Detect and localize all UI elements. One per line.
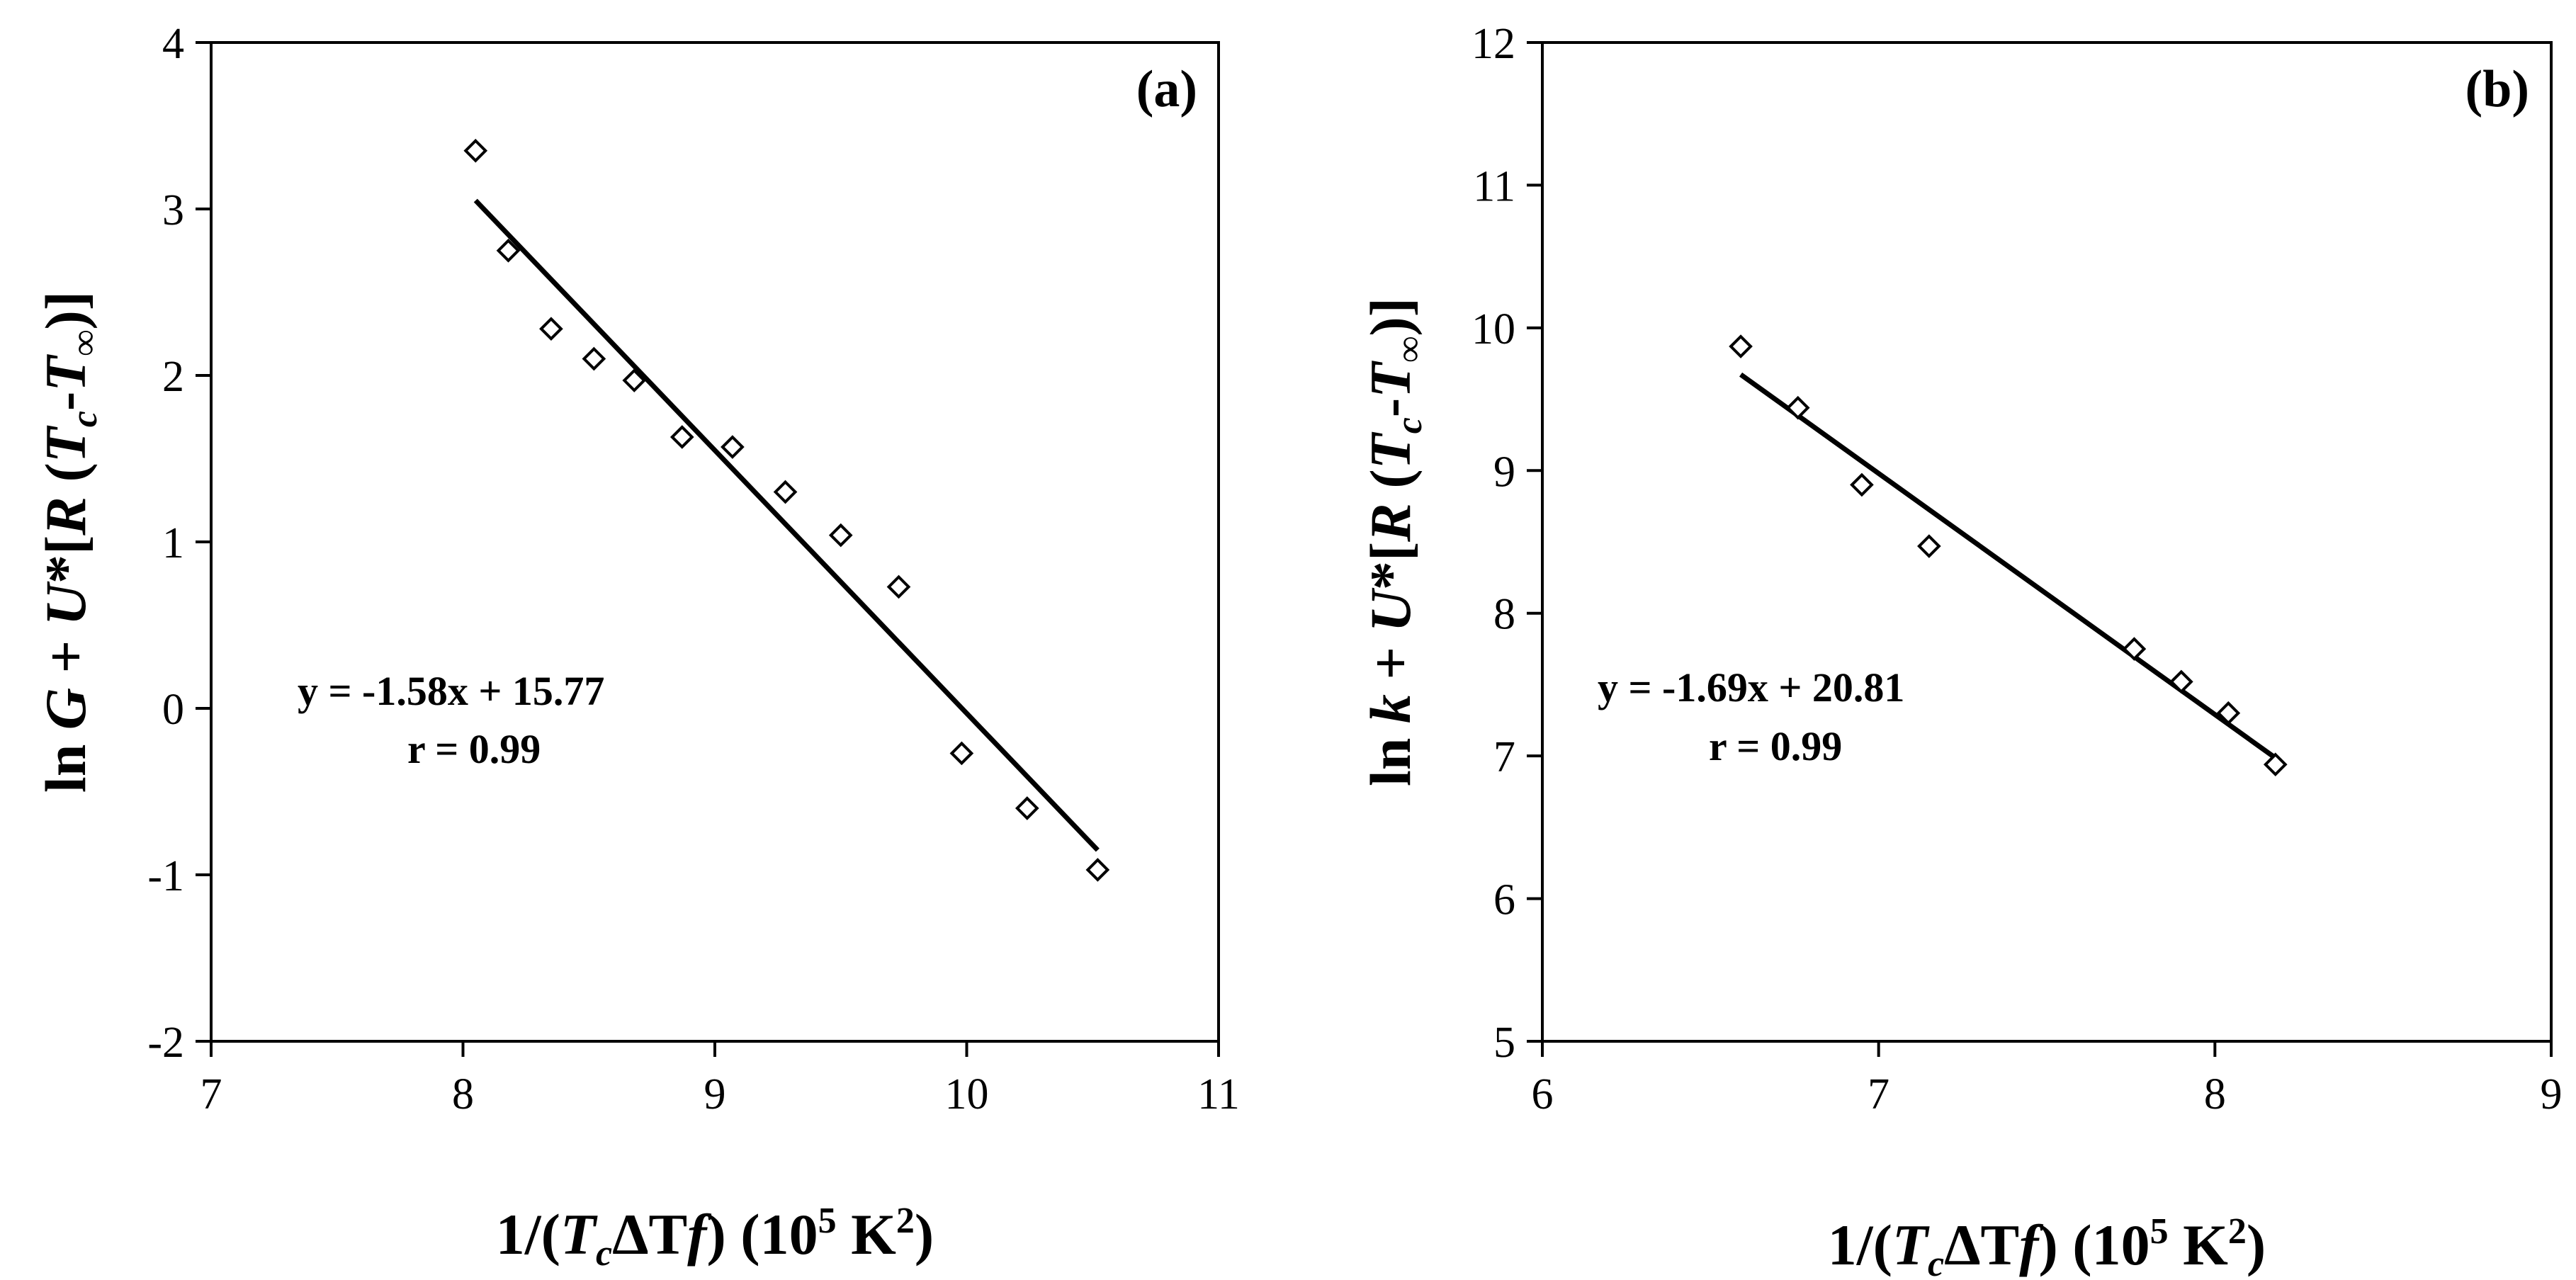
b-x-axis-label: 1/(TcΔTf) (105 K2) (1828, 1211, 2266, 1280)
a-y-tick-label: 4 (162, 20, 184, 68)
a-data-point (670, 425, 694, 449)
b-fit-line (1739, 372, 2277, 760)
a-y-tick-label: 2 (162, 353, 184, 401)
b-data-point (1785, 395, 1810, 420)
a-y-tick-label: 3 (162, 186, 184, 234)
b-y-tick-label: 5 (1493, 1019, 1515, 1067)
plot-area-a (210, 41, 1220, 1043)
b-equation: y = -1.69x + 20.81 (1598, 664, 1904, 710)
a-panel-label: (a) (1136, 60, 1197, 118)
b-data-point (1917, 534, 1941, 558)
a-fit-line (473, 198, 1100, 852)
a-y-tick-label: -2 (147, 1019, 184, 1067)
a-data-point (496, 238, 521, 263)
a-data-point (828, 523, 853, 548)
a-data-point (539, 317, 563, 341)
b-r-value: r = 0.99 (1709, 723, 1842, 769)
a-tick-labels: 7 8 9 10 11 -2 -1 0 1 2 3 4 (147, 20, 1240, 1118)
a-y-tick-label: 0 (162, 686, 184, 734)
b-data-point (2169, 669, 2193, 694)
b-data-point (2263, 752, 2288, 777)
a-ticks (196, 41, 1220, 1057)
a-y-axis-label: ln G + U*[R (Tc-T∞)] (33, 291, 105, 793)
a-x-tick-label: 8 (452, 1070, 474, 1118)
b-points (1729, 334, 2288, 777)
b-x-tick-label: 8 (2204, 1070, 2226, 1118)
b-y-tick-label: 11 (1473, 162, 1515, 210)
a-equation: y = -1.58x + 15.77 (298, 668, 604, 714)
b-y-axis-label: ln k + U*[R (Tc-T∞)] (1358, 298, 1430, 786)
plot-area-b (1541, 41, 2553, 1043)
a-y-tick-label: -1 (147, 852, 184, 900)
b-y-tick-label: 12 (1471, 20, 1515, 68)
a-data-point (463, 138, 488, 163)
a-x-tick-label: 9 (704, 1070, 726, 1118)
a-data-point (1015, 796, 1039, 820)
a-points (463, 138, 1110, 882)
b-data-point (2216, 701, 2241, 725)
a-data-point (582, 346, 606, 371)
b-y-tick-label: 10 (1471, 305, 1515, 353)
b-y-tick-label: 7 (1493, 733, 1515, 781)
b-y-tick-label: 8 (1493, 591, 1515, 639)
a-data-point (1085, 858, 1110, 882)
a-x-axis-label: 1/(TcΔTf) (105 K2) (496, 1201, 934, 1274)
b-data-point (2122, 637, 2147, 661)
a-data-point (721, 435, 745, 459)
b-y-tick-label: 6 (1493, 876, 1515, 924)
b-x-tick-label: 6 (1532, 1070, 1554, 1118)
b-data-point (1850, 472, 1874, 497)
b-x-tick-label: 7 (1868, 1070, 1889, 1118)
a-x-tick-label: 11 (1197, 1070, 1240, 1118)
a-y-tick-label: 1 (162, 519, 184, 567)
a-data-point (773, 480, 798, 504)
a-data-point (949, 741, 974, 766)
b-x-tick-label: 9 (2541, 1070, 2563, 1118)
b-ticks (1527, 41, 2553, 1057)
a-data-point (886, 574, 911, 599)
b-y-tick-label: 9 (1493, 448, 1515, 496)
a-data-point (622, 368, 647, 392)
b-data-point (1729, 334, 1753, 358)
a-x-tick-label: 7 (200, 1070, 222, 1118)
a-r-value: r = 0.99 (407, 726, 541, 772)
b-panel-label: (b) (2465, 60, 2529, 118)
a-x-tick-label: 10 (945, 1070, 989, 1118)
